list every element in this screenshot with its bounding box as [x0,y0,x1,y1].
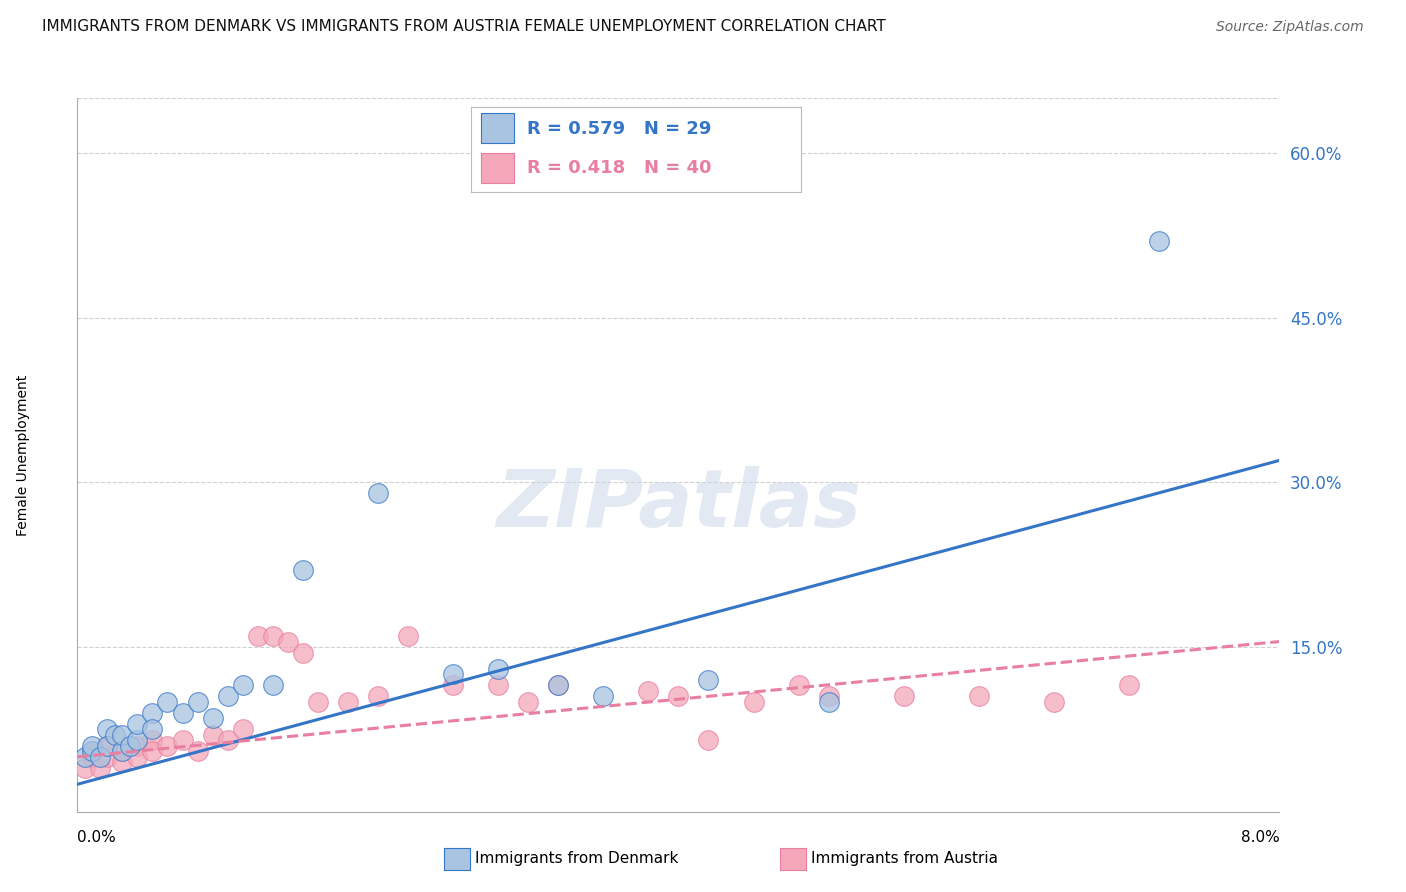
Point [82,744,104,758]
Point [817,690,839,704]
Point [336,695,359,709]
Point [232,678,254,692]
Point [127,717,149,731]
Point [1118,678,1140,692]
Point [697,733,720,747]
Point [104,728,127,742]
Point [201,728,224,742]
Point [89,749,111,764]
Text: 8.0%: 8.0% [1240,830,1279,845]
Text: Female Unemployment: Female Unemployment [17,375,31,535]
Point [111,744,134,758]
Point [787,678,810,692]
Point [111,756,134,770]
Point [141,744,163,758]
Point [262,629,284,643]
Point [96,739,118,753]
Point [111,728,134,742]
Point [82,744,104,758]
Point [441,678,464,692]
Point [486,678,509,692]
Point [291,563,314,577]
Point [156,739,179,753]
Point [217,690,239,704]
Point [396,629,419,643]
Text: 0.0%: 0.0% [77,830,117,845]
Point [547,678,569,692]
Point [172,733,194,747]
Point [96,723,118,737]
Point [187,744,209,758]
Point [187,695,209,709]
Text: IMMIGRANTS FROM DENMARK VS IMMIGRANTS FROM AUSTRIA FEMALE UNEMPLOYMENT CORRELATI: IMMIGRANTS FROM DENMARK VS IMMIGRANTS FR… [42,20,886,34]
Text: ZIPatlas: ZIPatlas [496,466,860,544]
Point [111,744,134,758]
Text: Immigrants from Austria: Immigrants from Austria [811,852,998,866]
Text: R = 0.418   N = 40: R = 0.418 N = 40 [527,159,711,177]
Point [89,761,111,775]
Text: R = 0.579   N = 29: R = 0.579 N = 29 [527,120,711,137]
Point [697,673,720,687]
Point [127,739,149,753]
Point [118,739,141,753]
Point [668,690,690,704]
Point [262,678,284,692]
Text: Source: ZipAtlas.com: Source: ZipAtlas.com [1216,21,1364,34]
Point [486,662,509,676]
Point [172,706,194,720]
Point [201,711,224,725]
Point [141,706,163,720]
Point [82,739,104,753]
Point [96,739,118,753]
Point [547,678,569,692]
Point [1149,234,1171,248]
Point [367,690,389,704]
Point [893,690,915,704]
Point [73,761,96,775]
Point [82,749,104,764]
Point [817,695,839,709]
Point [217,733,239,747]
Point [96,749,118,764]
Point [127,749,149,764]
Point [277,634,299,648]
Point [141,723,163,737]
Bar [481,153,515,183]
Point [127,733,149,747]
Point [637,684,659,698]
Point [592,690,614,704]
Point [307,695,329,709]
Bar [481,113,515,144]
Point [232,723,254,737]
Point [967,690,990,704]
Point [73,749,96,764]
Point [246,629,269,643]
Point [1043,695,1066,709]
Point [367,486,389,500]
Point [742,695,765,709]
Point [441,667,464,681]
Point [517,695,540,709]
Point [141,733,163,747]
Point [156,695,179,709]
Point [291,646,314,660]
Text: Immigrants from Denmark: Immigrants from Denmark [475,852,679,866]
